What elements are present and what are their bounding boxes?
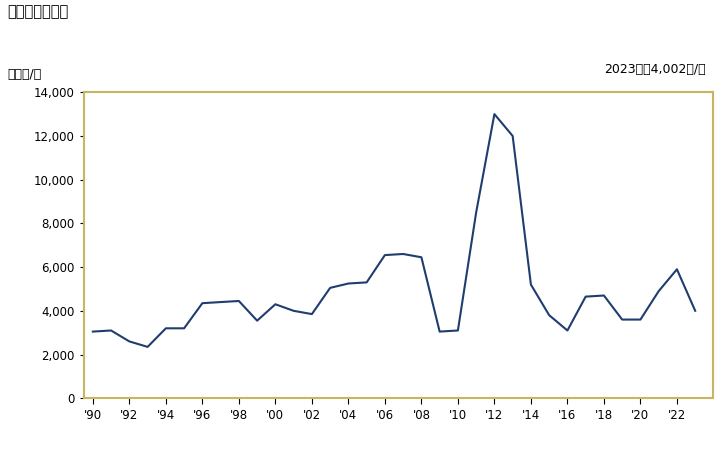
Text: 輸入価格の推移: 輸入価格の推移	[7, 4, 68, 19]
Text: 2023年：4,002円/枚: 2023年：4,002円/枚	[604, 63, 706, 76]
Text: 単位円/枚: 単位円/枚	[7, 68, 41, 81]
